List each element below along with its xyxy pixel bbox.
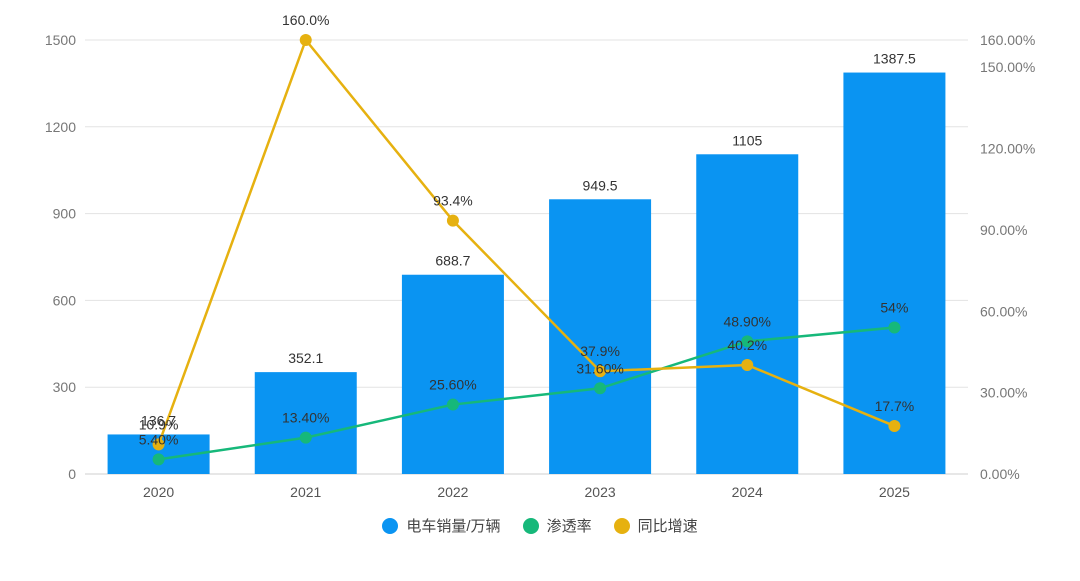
y-right-tick-label: 160.00% <box>980 32 1035 48</box>
gridlines <box>85 39 968 475</box>
line-point[interactable] <box>299 431 312 444</box>
line-series <box>152 34 901 466</box>
line-value-label: 17.7% <box>875 398 915 414</box>
legend-swatch-growth <box>613 517 630 534</box>
line-value-label: 25.60% <box>429 377 476 393</box>
bar-value-label: 1387.5 <box>873 51 916 67</box>
y-left-tick-label: 300 <box>53 379 77 395</box>
line-point[interactable] <box>888 419 901 432</box>
bar-value-label: 688.7 <box>435 253 470 269</box>
y-right-tick-label: 30.00% <box>980 385 1027 401</box>
bar[interactable] <box>843 72 946 475</box>
line-value-label: 10.9% <box>139 416 179 432</box>
y-right-tick-label: 150.00% <box>980 59 1035 75</box>
y-left-tick-label: 1500 <box>45 32 76 48</box>
legend-label-sales: 电车销量/万辆 <box>406 518 501 535</box>
axes: 0 300 600 900 1200 1500 0.00% 30.00% 60.00% 90.00… <box>45 32 1035 500</box>
legend-item-penetration[interactable]: 渗透率 <box>522 515 592 536</box>
line-value-label: 13.40% <box>282 410 329 426</box>
bar[interactable] <box>696 154 799 474</box>
x-tick-label: 2021 <box>290 484 321 500</box>
bar[interactable] <box>254 372 357 474</box>
line-value-label: 40.2% <box>727 337 767 353</box>
legend-label-penetration: 渗透率 <box>546 518 592 535</box>
line-value-label: 93.4% <box>433 193 473 209</box>
line-point[interactable] <box>152 453 165 466</box>
line-point[interactable] <box>741 335 754 348</box>
line-point[interactable] <box>446 214 459 227</box>
y-left-tick-label: 0 <box>68 466 76 482</box>
y-left-tick-label: 1200 <box>45 119 76 135</box>
line-point[interactable] <box>741 358 754 371</box>
line-point[interactable] <box>594 382 607 395</box>
x-tick-label: 2022 <box>437 484 468 500</box>
x-tick-label: 2023 <box>585 484 616 500</box>
combo-chart: 0 300 600 900 1200 1500 0.00% 30.00% 60.00% 90.00… <box>45 12 1035 500</box>
legend-item-growth[interactable]: 同比增速 <box>613 515 698 536</box>
line-point[interactable] <box>446 398 459 411</box>
y-left-tick-label: 600 <box>53 292 77 308</box>
data-labels: 136.7 352.1 688.7 949.5 1105 1387.5 5.40% 13.40… <box>139 12 916 447</box>
series-line <box>158 326 895 461</box>
y-right-tick-label: 90.00% <box>980 222 1027 238</box>
x-tick-label: 2025 <box>879 484 910 500</box>
bar-value-label: 1105 <box>732 132 762 148</box>
line-point[interactable] <box>888 321 901 334</box>
line-point[interactable] <box>299 34 312 46</box>
line-value-label: 31.60% <box>576 360 623 376</box>
x-tick-label: 2020 <box>143 484 174 500</box>
x-tick-label: 2024 <box>732 484 763 500</box>
y-right-tick-label: 120.00% <box>980 141 1035 157</box>
bar[interactable] <box>401 274 504 474</box>
line-point[interactable] <box>594 365 607 378</box>
series-line <box>157 37 895 445</box>
legend-swatch-penetration <box>522 517 539 534</box>
bar[interactable] <box>549 199 652 474</box>
bar-value-label: 949.5 <box>583 177 618 193</box>
bar-series <box>107 72 946 475</box>
bar-value-label: 352.1 <box>288 350 323 366</box>
legend-label-growth: 同比增速 <box>637 518 698 535</box>
line-value-label: 160.0% <box>282 12 329 28</box>
legend-item-sales[interactable]: 电车销量/万辆 <box>382 515 501 536</box>
y-left-tick-label: 900 <box>53 206 77 222</box>
bar-value-label: 136.7 <box>141 412 176 428</box>
line-value-label: 48.90% <box>724 313 771 329</box>
line-point[interactable] <box>152 438 165 451</box>
line-value-label: 54% <box>880 300 908 316</box>
legend: 电车销量/万辆 渗透率 同比增速 <box>0 515 1080 536</box>
y-right-tick-label: 60.00% <box>980 303 1027 319</box>
line-value-label: 5.40% <box>139 431 179 447</box>
y-right-tick-label: 0.00% <box>980 466 1020 482</box>
legend-swatch-sales <box>382 517 399 534</box>
line-value-label: 37.9% <box>580 343 620 359</box>
